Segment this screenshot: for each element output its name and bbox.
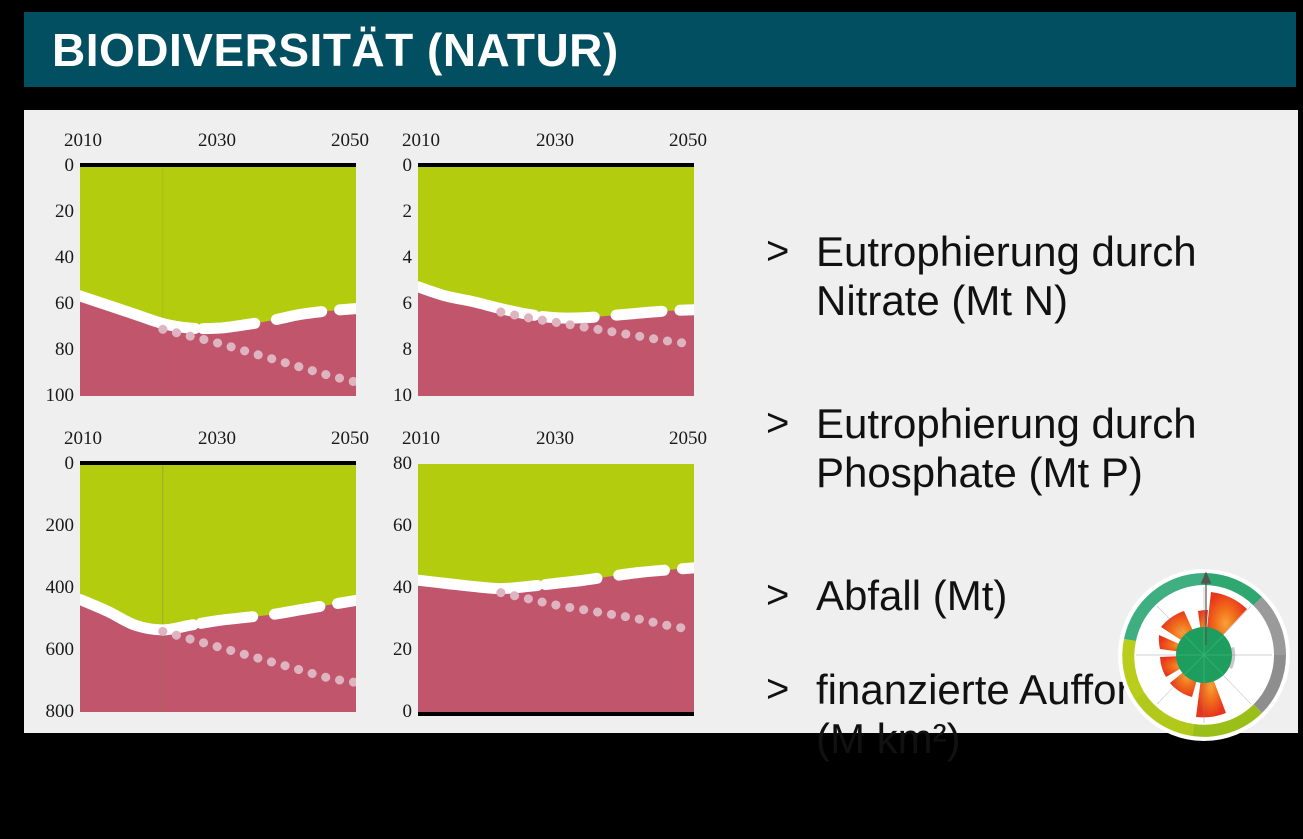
chart-phosphate-xtick-1: 2030: [536, 130, 574, 151]
chart-abfall-ytick-3: 600: [45, 639, 75, 660]
chart-abfall-xtick-1: 2030: [198, 428, 236, 449]
chart-nitrate-top-axis: [80, 163, 356, 167]
list-item: > Abfall (Mt): [766, 572, 1096, 621]
chart-phosphate-ytick-0: 0: [402, 155, 413, 176]
chart-phosphate-top-axis: [418, 163, 694, 167]
chevron-right-icon: >: [766, 401, 790, 445]
chart-aufforstung-ytick-4: 0: [402, 701, 413, 722]
chart-abfall-ytick-1: 200: [45, 515, 75, 536]
chart-aufforstung-xtick-2: 2050: [669, 428, 707, 449]
chevron-right-icon: >: [766, 667, 790, 711]
chart-phosphate-ytick-2: 4: [402, 247, 413, 268]
chart-nitrate-xtick-2: 2050: [331, 130, 369, 151]
content-panel: 2010 2030 2050 0 20 40 60 80 100 2010 20…: [24, 110, 1298, 762]
chart-nitrate-ytick-4: 80: [55, 339, 74, 360]
chart-nitrate-ytick-1: 20: [55, 201, 74, 222]
chart-phosphate-ytick-5: 10: [393, 385, 412, 406]
chart-abfall-plot: [80, 464, 356, 712]
chevron-right-icon: >: [766, 573, 790, 617]
chart-aufforstung-ytick-0: 80: [393, 453, 412, 474]
chart-abfall-top-axis: [80, 461, 356, 465]
list-item: > Eutrophierung durch Phosphate (Mt P): [766, 400, 1286, 497]
list-item: > Eutrophierung durch Nitrate (Mt N): [766, 228, 1286, 325]
chart-nitrate-ytick-5: 100: [45, 385, 75, 406]
chart-aufforstung-ytick-1: 60: [393, 515, 412, 536]
chart-phosphate-ytick-4: 8: [402, 339, 413, 360]
chart-nitrate-ytick-2: 40: [55, 247, 74, 268]
chevron-right-icon: >: [766, 229, 790, 273]
chart-abfall-ytick-2: 400: [45, 577, 75, 598]
page-title: BIODIVERSITÄT (NATUR): [52, 23, 619, 76]
chart-abfall-ytick-4: 800: [45, 701, 75, 722]
chart-aufforstung-ytick-2: 40: [393, 577, 412, 598]
chart-abfall: 2010 2030 2050 0 200 400 600 800: [24, 406, 374, 726]
list-item-label: Eutrophierung durch Phosphate (Mt P): [816, 400, 1197, 496]
chart-nitrate: 2010 2030 2050 0 20 40 60 80 100: [24, 110, 374, 410]
chart-abfall-xtick-2: 2050: [331, 428, 369, 449]
wheel-outer-ring: [1122, 573, 1286, 737]
chart-aufforstung-ytick-3: 20: [393, 639, 412, 660]
chart-nitrate-xtick-1: 2030: [198, 130, 236, 151]
chart-phosphate-ytick-3: 6: [402, 293, 413, 314]
chart-phosphate-plot: [418, 166, 694, 396]
chart-aufforstung-bottom-axis: [418, 712, 694, 716]
chart-aufforstung-xtick-1: 2030: [536, 428, 574, 449]
chart-nitrate-plot: [80, 166, 356, 396]
chart-phosphate-ytick-1: 2: [402, 201, 413, 222]
chart-abfall-ytick-0: 0: [64, 453, 75, 474]
chart-nitrate-xtick-0: 2010: [64, 130, 102, 151]
chart-nitrate-ytick-0: 0: [64, 155, 75, 176]
slide-title-bar: BIODIVERSITÄT (NATUR): [24, 12, 1296, 87]
list-item-label: Abfall (Mt): [816, 572, 1008, 619]
chart-abfall-xtick-0: 2010: [64, 428, 102, 449]
chart-phosphate-xtick-0: 2010: [402, 130, 440, 151]
list-item-label: Eutrophierung durch Nitrate (Mt N): [816, 228, 1197, 324]
chart-phosphate-xtick-2: 2050: [669, 130, 707, 151]
chart-nitrate-ytick-3: 60: [55, 293, 74, 314]
chart-aufforstung: 2010 2030 2050 80 60 40 20 0: [376, 406, 726, 726]
chart-aufforstung-plot: [418, 464, 694, 712]
chart-aufforstung-xtick-0: 2010: [402, 428, 440, 449]
wheel-core: [1176, 627, 1232, 683]
planetary-boundaries-wheel: [1116, 567, 1292, 743]
chart-phosphate: 2010 2030 2050 0 2 4 6 8 10: [376, 110, 726, 410]
